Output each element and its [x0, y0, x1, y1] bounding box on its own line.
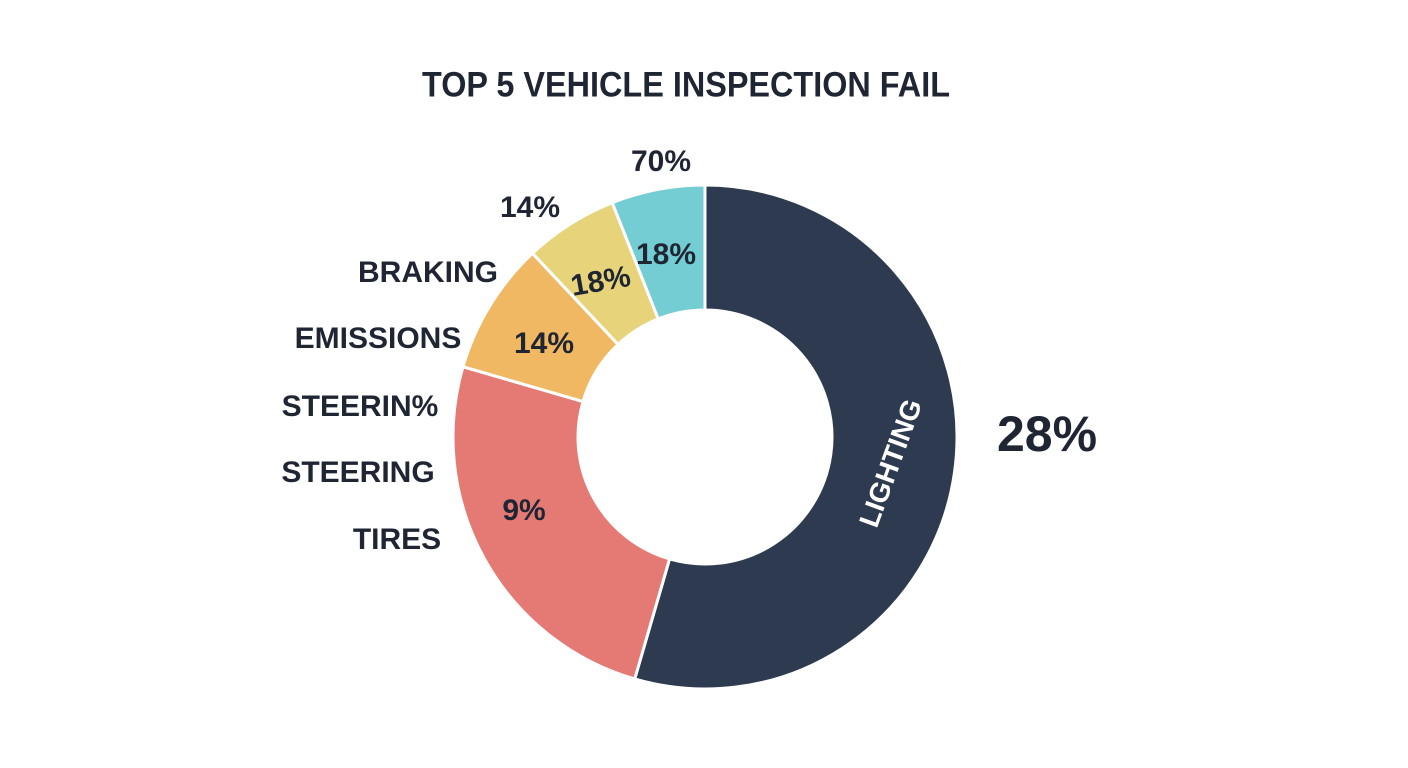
annotation: 14%: [514, 327, 574, 360]
slice: [632, 183, 959, 691]
annotation: 14%: [500, 191, 560, 224]
annotation: 28%: [997, 406, 1097, 462]
annotation: STEERING: [281, 456, 434, 489]
annotation: 9%: [502, 494, 545, 527]
annotation: STEERIN%: [282, 390, 439, 423]
annotation: 70%: [631, 145, 691, 178]
annotation: TIRES: [353, 523, 441, 556]
annotation: 18%: [636, 238, 696, 271]
chart-title: TOP 5 VEHICLE INSPECTION FAIL: [422, 65, 950, 104]
slice: [451, 364, 672, 681]
annotation: EMISSIONS: [295, 322, 462, 355]
slice: [610, 183, 707, 321]
annotation: BRAKING: [358, 256, 498, 289]
